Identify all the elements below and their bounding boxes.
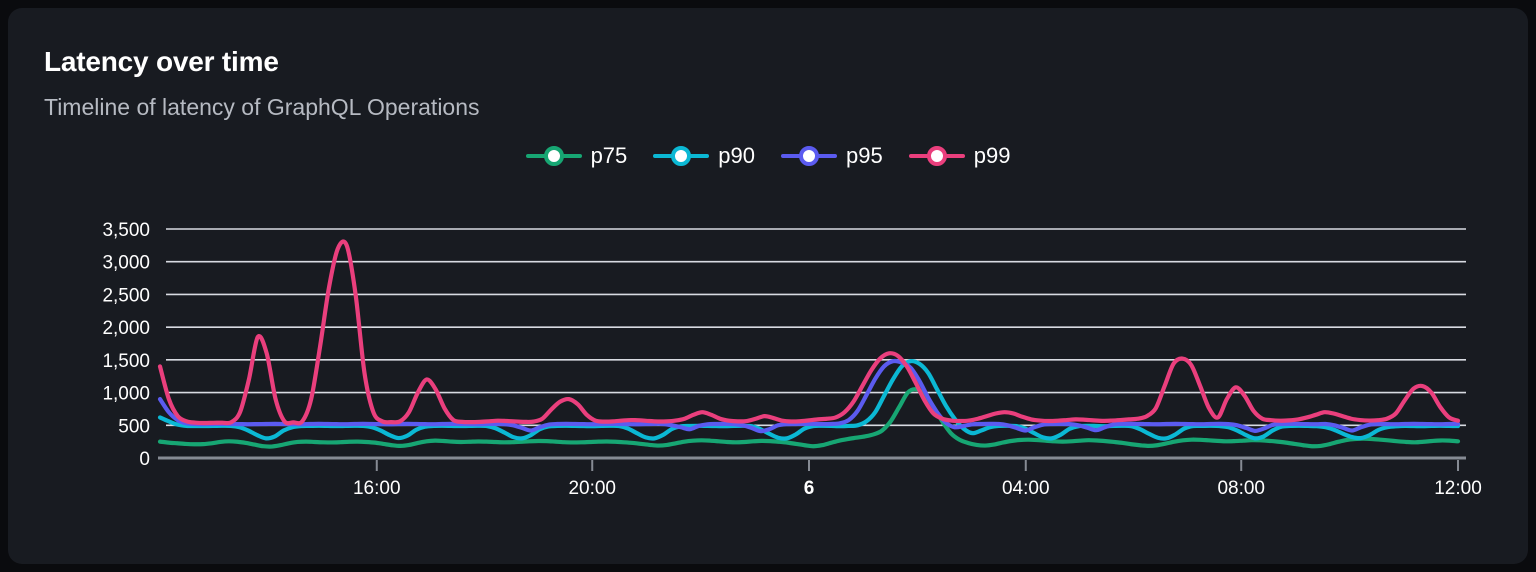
legend-item-p75[interactable]: p75 — [525, 143, 628, 169]
page-title: Latency over time — [44, 46, 279, 77]
y-axis-tick-label: 2,500 — [102, 285, 150, 306]
y-axis-tick-label: 0 — [139, 449, 150, 470]
legend-label: p99 — [973, 143, 1011, 168]
series-line-p95 — [157, 358, 1461, 434]
y-axis-tick-label: 500 — [118, 416, 150, 437]
y-axis-tick-label: 1,500 — [102, 351, 150, 372]
legend-dot-swatch — [543, 146, 564, 166]
y-axis-tick-label: 1,000 — [102, 384, 150, 405]
legend-donut-icon — [908, 143, 965, 169]
x-axis-tick-label: 04:00 — [1002, 478, 1050, 499]
chart-card: Latency over time Timeline of latency of… — [8, 8, 1528, 564]
y-axis-tick-label: 3,500 — [102, 220, 150, 241]
y-axis-tick-label: 3,000 — [102, 253, 150, 274]
legend-label: p75 — [590, 143, 628, 168]
chart-legend: p75 p90 p95 p99 — [8, 143, 1528, 169]
chart-subtitle: Timeline of latency of GraphQL Operation… — [44, 94, 480, 120]
legend-donut-icon — [781, 143, 837, 169]
legend-item-p90[interactable]: p90 — [653, 143, 755, 169]
x-axis-tick-label: 20:00 — [568, 478, 616, 499]
legend-label: p95 — [846, 143, 883, 168]
legend-donut-icon — [525, 143, 582, 169]
legend-dot-swatch — [799, 146, 819, 166]
legend-dot-swatch — [671, 146, 692, 166]
series-line-p99 — [157, 239, 1461, 426]
x-axis-tick-label: 6 — [804, 478, 815, 499]
legend-dot-swatch — [926, 146, 947, 166]
series-line-p75 — [157, 387, 1461, 449]
legend-donut-icon — [653, 143, 710, 169]
y-axis-tick-label: 2,000 — [102, 318, 150, 339]
plot-area: 0 500 1,000 1,500 2,000 2,500 3,000 3,500 16:00 2… — [8, 8, 1528, 564]
x-axis-tick-label: 16:00 — [353, 478, 401, 499]
line-chart: 0 500 1,000 1,500 2,000 2,500 3,000 3,500 16:00 2… — [102, 220, 1482, 499]
series-line-p90 — [157, 358, 1461, 441]
x-axis-tick-label: 08:00 — [1217, 478, 1265, 499]
legend-item-p95[interactable]: p95 — [781, 143, 883, 169]
legend-item-p99[interactable]: p99 — [908, 143, 1011, 169]
legend-label: p90 — [718, 143, 755, 168]
x-axis-tick-label: 12:00 — [1434, 478, 1482, 499]
